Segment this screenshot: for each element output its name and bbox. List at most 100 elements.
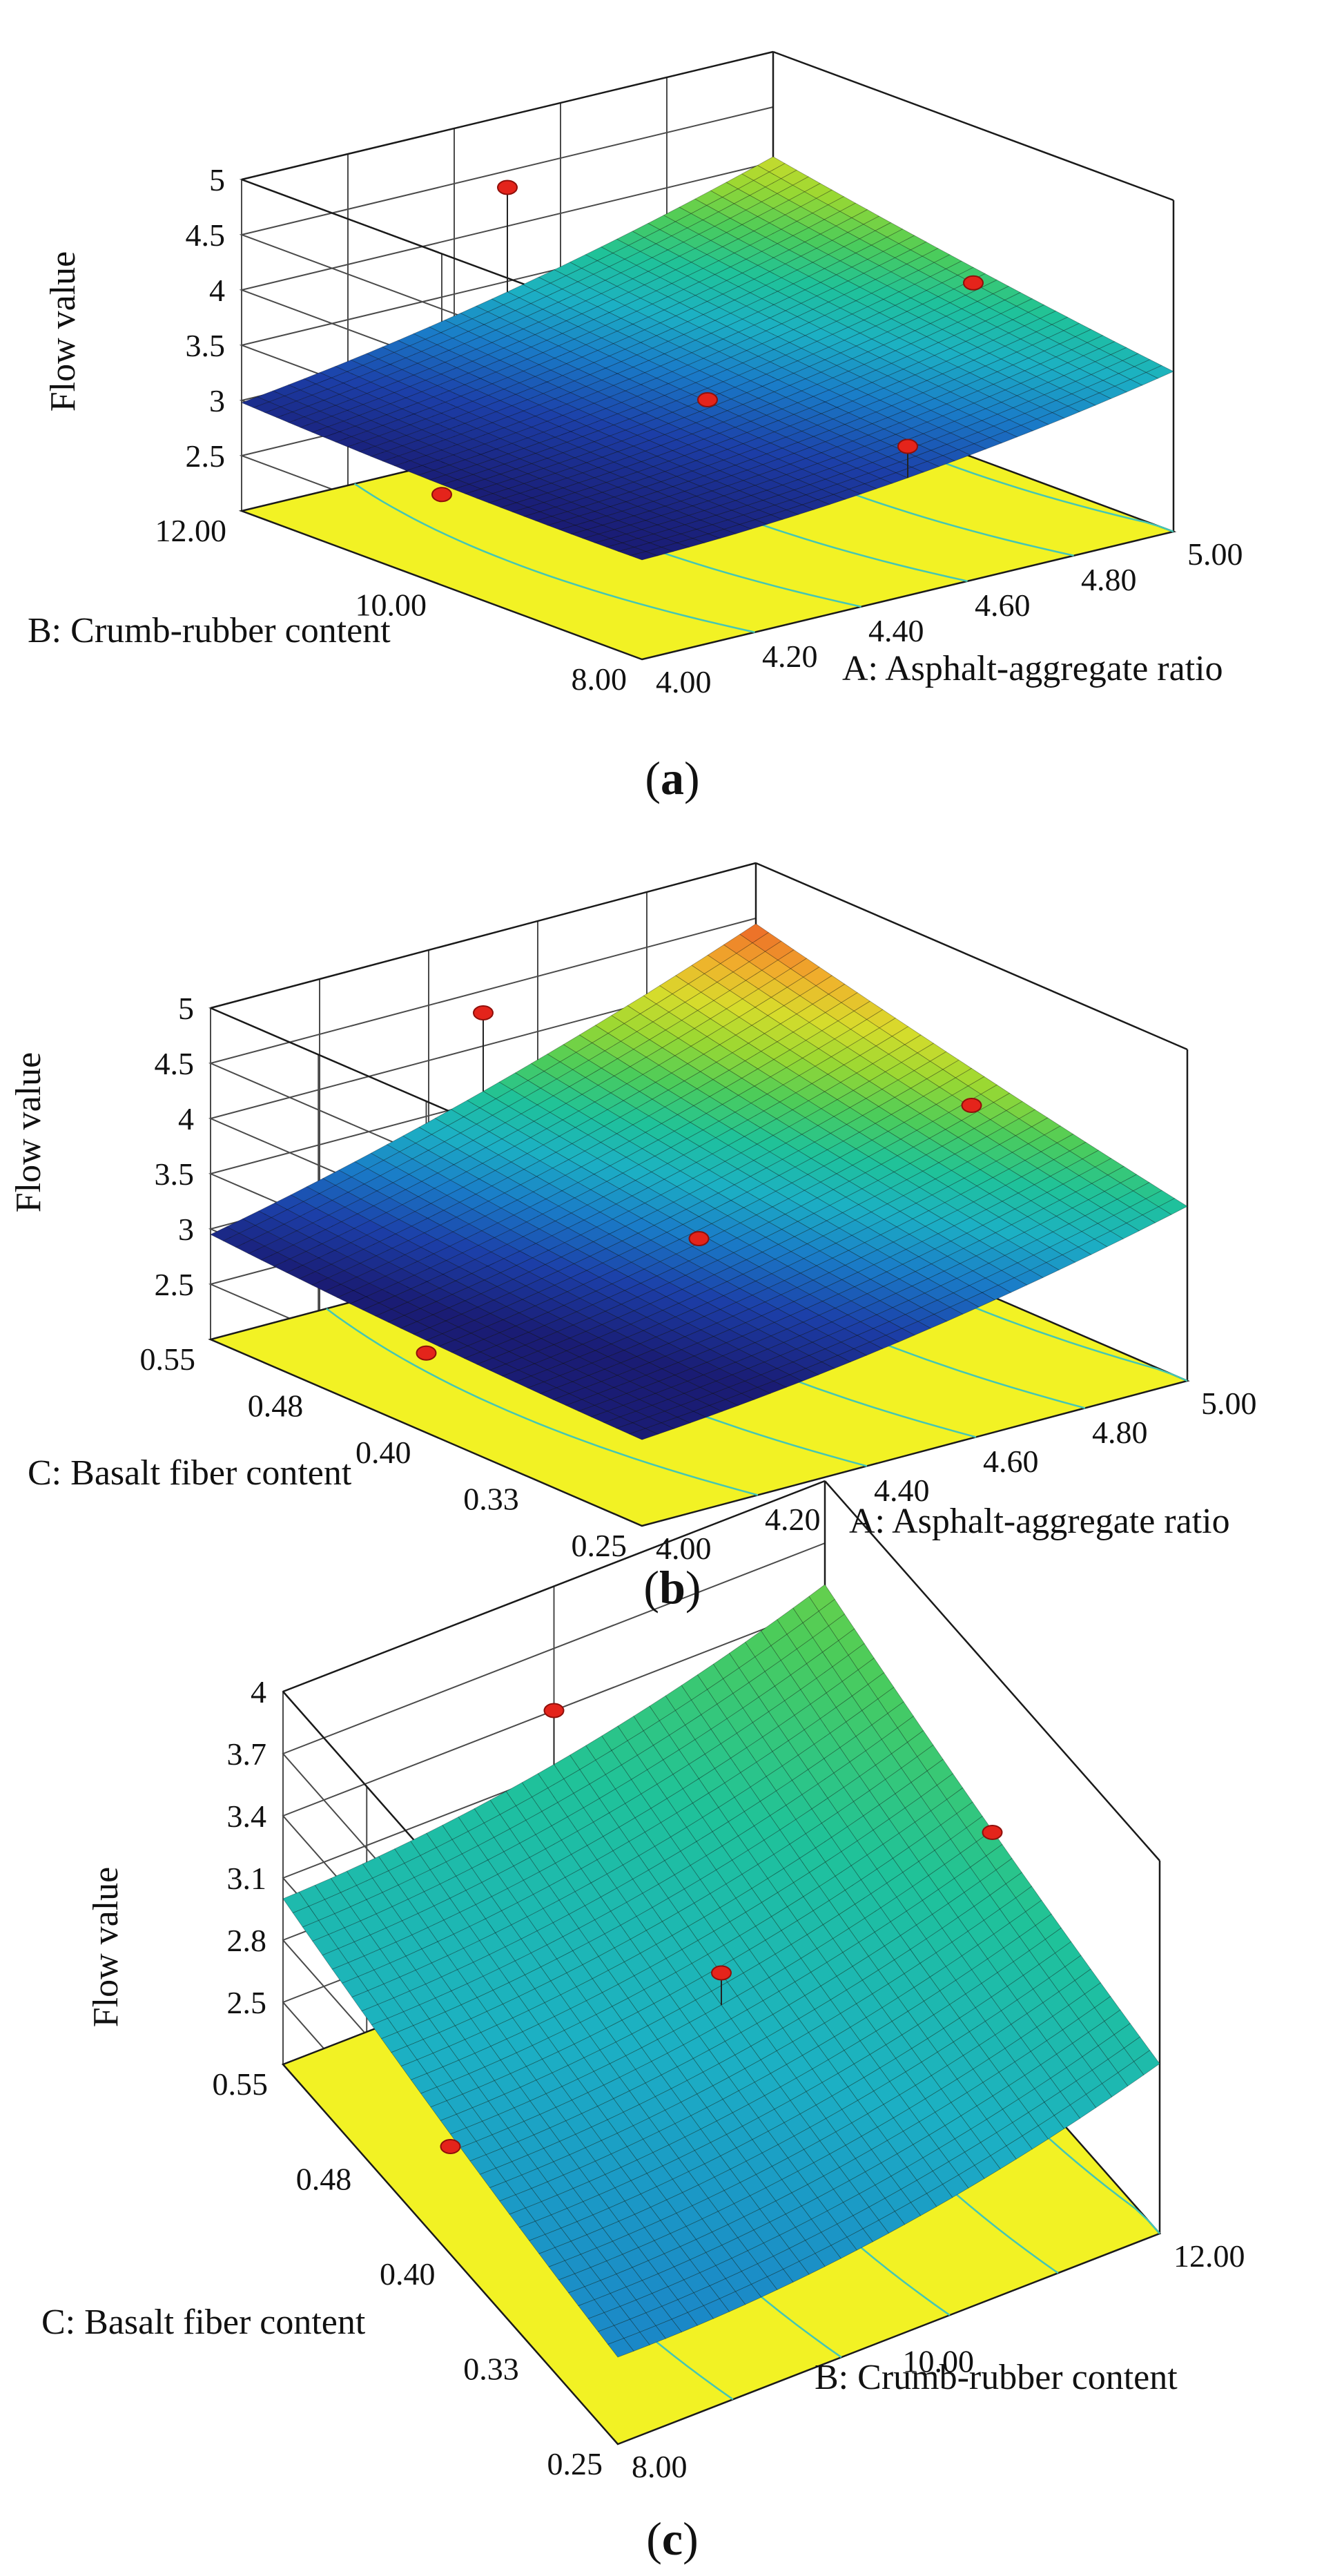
panel-a-surface <box>240 156 1174 561</box>
surface-cell <box>890 1179 920 1197</box>
surface-cell <box>695 1991 722 2015</box>
surface-cell <box>856 1993 883 2018</box>
y-tick-label: 10.00 <box>356 588 427 623</box>
surface-cell <box>922 1162 953 1180</box>
surface-cell <box>880 1155 911 1172</box>
surface-cell <box>686 1130 717 1147</box>
design-point <box>440 2139 461 2154</box>
surface-cell <box>1004 1176 1035 1194</box>
surface-cell <box>293 1237 323 1252</box>
surface-cell <box>935 1941 962 1967</box>
surface-cell <box>507 1879 534 1904</box>
surface-cell <box>1133 359 1162 373</box>
surface-cell <box>759 1118 790 1136</box>
surface-cell <box>452 372 481 385</box>
surface-cell <box>801 1125 831 1143</box>
surface-cell <box>731 1119 761 1137</box>
surface-cell <box>597 385 626 398</box>
surface-cell <box>778 1981 806 2006</box>
surface-cell <box>885 1328 915 1343</box>
surface-cell <box>549 275 579 290</box>
surface-cell <box>436 1231 467 1247</box>
surface-cell <box>770 1805 797 1830</box>
surface-cell <box>331 1256 361 1271</box>
surface-cell <box>491 1105 522 1123</box>
surface-cell <box>574 452 603 463</box>
surface-cell <box>474 1251 505 1267</box>
surface-cell <box>797 1910 824 1935</box>
surface-cell <box>433 1246 463 1261</box>
surface-cell <box>665 1349 695 1363</box>
surface-cell <box>480 483 509 494</box>
surface-cell <box>589 325 619 338</box>
z-tick-label: 3 <box>178 1212 194 1247</box>
surface-cell <box>1040 356 1069 370</box>
surface-cell <box>515 497 545 508</box>
surface-cell <box>741 165 770 181</box>
surface-cell <box>692 1792 719 1818</box>
surface-cell <box>440 479 470 490</box>
surface-cell <box>690 254 720 269</box>
surface-cell <box>652 496 682 507</box>
surface-cell <box>840 1335 871 1349</box>
surface-cell <box>382 1219 413 1234</box>
surface-cell <box>875 271 904 287</box>
surface-cell <box>623 1343 654 1357</box>
y-tick-label: 12.00 <box>155 513 227 548</box>
surface-cell <box>823 1157 853 1174</box>
surface-cell <box>367 1160 397 1176</box>
surface-cell <box>532 1250 562 1265</box>
surface-cell <box>959 2007 986 2033</box>
surface-cell <box>826 1141 857 1158</box>
surface-cell <box>625 424 654 436</box>
surface-cell <box>665 1289 696 1304</box>
z-tick-label: 3.4 <box>227 1799 267 1834</box>
y-tick-label: 0.55 <box>213 2066 269 2102</box>
surface-cell <box>597 496 627 507</box>
surface-cell <box>766 1159 796 1176</box>
surface-cell <box>761 420 791 432</box>
surface-cell <box>688 1917 714 1941</box>
surface-cell <box>824 1342 855 1356</box>
y-tick-label: 0.33 <box>463 2352 519 2387</box>
surface-cell <box>302 1257 333 1272</box>
surface-cell <box>937 1878 965 1904</box>
surface-cell <box>675 1963 703 1987</box>
surface-cell <box>541 1802 568 1827</box>
surface-cell <box>546 375 576 388</box>
surface-cell <box>451 1345 481 1359</box>
surface-cell <box>679 422 709 434</box>
surface-cell <box>487 498 518 508</box>
surface-cell <box>789 1368 819 1382</box>
surface-cell <box>495 1924 522 1948</box>
surface-cell <box>984 358 1014 372</box>
surface-cell <box>732 1850 759 1875</box>
surface-cell <box>810 1149 841 1167</box>
surface-cell <box>973 1193 1003 1210</box>
surface-cell <box>458 1259 489 1274</box>
surface-cell <box>926 455 955 467</box>
surface-cell <box>382 1884 409 1908</box>
surface-cell <box>813 1732 841 1759</box>
surface-cell <box>1074 1968 1101 1995</box>
surface-cell <box>872 1983 899 2008</box>
surface-cell <box>556 1069 586 1087</box>
surface-cell <box>609 467 639 478</box>
surface-cell <box>957 443 987 456</box>
surface-cell <box>695 1153 726 1170</box>
surface-cell <box>632 1115 663 1133</box>
surface-cell <box>801 499 830 510</box>
surface-cell <box>708 1161 739 1178</box>
surface-cell <box>440 1148 471 1165</box>
surface-cell <box>500 1265 530 1280</box>
surface-cell <box>836 1966 863 1991</box>
surface-cell <box>597 1075 627 1094</box>
surface-cell <box>853 1342 884 1356</box>
surface-cell <box>404 1854 431 1878</box>
surface-cell <box>238 1225 269 1240</box>
surface-cell <box>748 1362 778 1375</box>
surface-cell <box>648 538 679 548</box>
surface-cell <box>534 1980 561 2004</box>
surface-cell <box>350 1899 377 1921</box>
surface-cell <box>707 459 737 472</box>
